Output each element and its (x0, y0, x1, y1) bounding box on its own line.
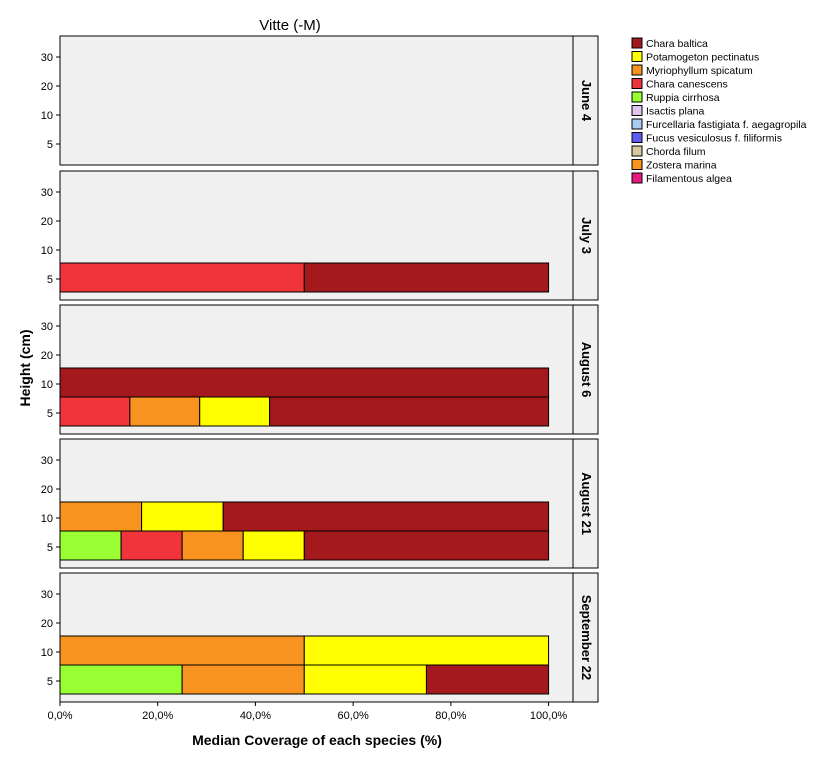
y-tick-label: 10 (41, 110, 53, 122)
y-tick-label: 10 (41, 647, 53, 659)
panel: 5 10 20 30 July 3 (41, 170, 599, 301)
y-tick-label: 20 (41, 81, 53, 93)
y-tick-label: 10 (41, 379, 53, 391)
y-tick-label: 10 (41, 513, 53, 525)
legend-swatch (631, 145, 643, 157)
legend-label: Potamogeton pectinatus (646, 52, 759, 64)
bar-segment (59, 396, 131, 427)
panel-strip (572, 438, 599, 569)
panel: 5 10 20 30 August 21 (41, 438, 599, 569)
legend-label: Ruppia cirrhosa (646, 92, 720, 104)
legend-label: Furcellaria fastigiata f. aegagropila (646, 119, 807, 131)
y-tick-label: 10 (41, 245, 53, 257)
legend-swatch (631, 64, 643, 76)
legend-label: Fucus vesiculosus f. filiformis (646, 133, 782, 145)
panel-strip (572, 572, 599, 703)
x-axis-label: Median Coverage of each species (%) (192, 732, 442, 748)
bar-segment (242, 530, 305, 561)
bar-segment (59, 664, 183, 695)
y-axis-label: Height (cm) (17, 330, 33, 407)
panel-label: July 3 (579, 217, 594, 254)
legend-label: Myriophyllum spicatum (646, 65, 753, 77)
chart-panels: 5 10 20 30 June 4 5 10 20 30 July 3 5 10 20 30 August … (41, 35, 599, 703)
y-tick-label: 20 (41, 216, 53, 228)
legend-label: Isactis plana (646, 106, 705, 118)
bar-segment (303, 530, 550, 561)
bar-segment (59, 501, 143, 532)
x-tick-label: 0,0% (47, 710, 72, 722)
panel-strip (572, 304, 599, 435)
x-axis: 0,0% 20,0% 40,0% 60,0% 80,0% 100,0% (47, 702, 567, 722)
legend-label: Chara baltica (646, 38, 708, 50)
panel: 5 10 20 30 June 4 (41, 35, 599, 166)
bar-segment (425, 664, 550, 695)
bar-segment (269, 396, 550, 427)
legend-swatch (631, 78, 643, 89)
legend-label: Chorda filum (646, 146, 706, 158)
bar-segment (303, 664, 427, 695)
x-tick-label: 40,0% (240, 710, 271, 722)
panel-label: August 21 (579, 472, 594, 535)
y-tick-label: 5 (47, 676, 53, 688)
panel-label: June 4 (579, 80, 594, 122)
bar-segment (120, 530, 183, 561)
legend-swatch (631, 172, 643, 184)
x-tick-label: 80,0% (435, 710, 466, 722)
y-tick-label: 30 (41, 321, 53, 333)
y-tick-label: 20 (41, 350, 53, 362)
bar-segment (181, 664, 305, 695)
bar-segment (59, 635, 305, 666)
y-tick-label: 5 (47, 139, 53, 151)
y-tick-label: 5 (47, 408, 53, 420)
y-tick-label: 20 (41, 618, 53, 630)
y-tick-label: 30 (41, 52, 53, 64)
bar-segment (129, 396, 201, 427)
bar-segment (303, 635, 550, 666)
y-tick-label: 30 (41, 187, 53, 199)
bar-segment (181, 530, 244, 561)
y-tick-label: 30 (41, 589, 53, 601)
y-tick-label: 5 (47, 274, 53, 286)
panel: 5 10 20 30 September 22 (41, 572, 599, 703)
legend-label: Chara canescens (646, 79, 728, 91)
bar-segment (141, 501, 224, 532)
legend: Chara baltica Potamogeton pectinatusMyrio… (631, 37, 807, 185)
legend-label: Filamentous algea (646, 173, 732, 185)
panel-label: August 6 (579, 342, 594, 398)
legend-swatch (631, 105, 643, 116)
panel-strip (572, 35, 599, 166)
chart-title: Vitte (-M) (259, 17, 320, 34)
bar-segment (199, 396, 271, 427)
legend-swatch (631, 159, 643, 170)
bar-segment (59, 367, 550, 398)
x-tick-label: 60,0% (338, 710, 369, 722)
panel-label: September 22 (579, 595, 594, 680)
legend-swatch (631, 91, 643, 103)
legend-swatch (631, 118, 643, 130)
x-tick-label: 20,0% (142, 710, 173, 722)
bar-segment (222, 501, 550, 532)
x-tick-label: 100,0% (530, 710, 568, 722)
legend-swatch (631, 37, 643, 49)
bar-segment (303, 262, 550, 293)
legend-swatch (631, 51, 643, 62)
legend-swatch (631, 132, 643, 143)
bar-segment (59, 530, 122, 561)
panel-strip (572, 170, 599, 301)
bar-segment (59, 262, 305, 293)
y-tick-label: 5 (47, 542, 53, 554)
y-tick-label: 30 (41, 455, 53, 467)
panel-background (59, 35, 574, 166)
y-tick-label: 20 (41, 484, 53, 496)
legend-label: Zostera marina (646, 160, 717, 172)
panel: 5 10 20 30 August 6 (41, 304, 599, 435)
